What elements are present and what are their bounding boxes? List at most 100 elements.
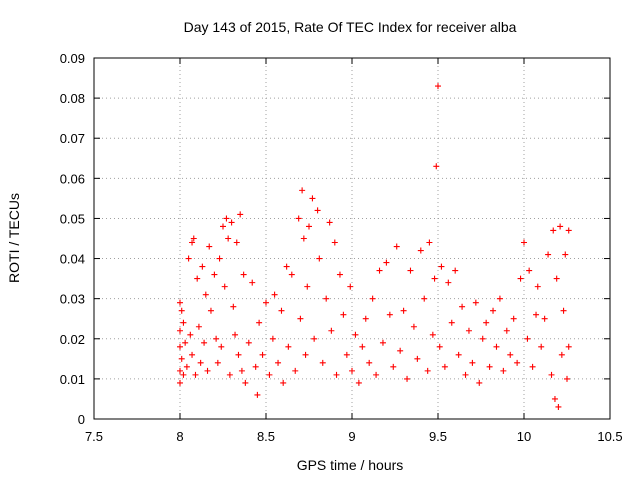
data-point: [493, 343, 500, 350]
data-point: [202, 291, 209, 298]
data-point: [300, 235, 307, 242]
data-point: [182, 339, 189, 346]
data-point: [259, 351, 266, 358]
data-point: [328, 327, 335, 334]
data-point: [187, 331, 194, 338]
data-point: [306, 223, 312, 230]
data-point: [192, 371, 199, 378]
axis-ticks: 7.5 8 8.5 9 9.5 10 10.5 0 0.01 0.02 0.03 0.04 0.05 0.…: [60, 51, 623, 444]
data-point: [359, 343, 366, 350]
data-point: [533, 311, 540, 318]
data-point: [221, 283, 228, 290]
data-point: [490, 307, 497, 314]
data-point: [201, 339, 208, 346]
data-point: [177, 299, 183, 306]
data-point: [510, 315, 517, 322]
data-point: [336, 271, 343, 278]
data-point: [431, 275, 438, 282]
data-point: [417, 247, 424, 254]
y-tick-label: 0.02: [60, 332, 85, 347]
data-point: [514, 359, 521, 366]
data-point: [309, 195, 316, 202]
data-point: [177, 367, 183, 374]
x-tick-label: 8.5: [257, 429, 275, 444]
data-point: [220, 223, 226, 230]
data-point: [565, 227, 572, 234]
data-point: [529, 363, 536, 370]
y-tick-label: 0.01: [60, 372, 85, 387]
data-point: [379, 339, 386, 346]
data-point: [283, 263, 290, 270]
data-point: [237, 211, 244, 218]
data-point: [297, 315, 304, 322]
data-points: [177, 83, 572, 410]
data-point: [316, 255, 323, 262]
data-point: [445, 279, 452, 286]
data-point: [503, 327, 510, 334]
data-point: [331, 239, 338, 246]
data-point: [280, 379, 287, 386]
data-point: [459, 303, 466, 310]
data-point: [180, 319, 187, 326]
data-point: [225, 235, 232, 242]
y-tick-label: 0.07: [60, 131, 85, 146]
data-point: [472, 299, 479, 306]
x-tick-label: 9.5: [429, 429, 447, 444]
data-point: [213, 335, 220, 342]
data-point: [383, 259, 390, 266]
data-point: [292, 367, 299, 374]
data-point: [373, 371, 380, 378]
data-point: [326, 219, 333, 226]
y-tick-label: 0.05: [60, 211, 85, 226]
y-tick-label: 0.08: [60, 91, 85, 106]
data-point: [436, 343, 443, 350]
data-point: [452, 267, 459, 274]
data-point: [476, 379, 483, 386]
data-point: [414, 355, 421, 362]
data-point: [347, 283, 354, 290]
data-point: [252, 363, 259, 370]
data-point: [386, 311, 393, 318]
data-point: [483, 319, 490, 326]
data-point: [426, 239, 433, 246]
data-point: [465, 327, 472, 334]
data-point: [349, 367, 355, 374]
data-point: [275, 359, 282, 366]
data-point: [199, 263, 206, 270]
data-point: [204, 367, 211, 374]
chart-title: Day 143 of 2015, Rate Of TEC Index for r…: [184, 19, 517, 35]
data-point: [393, 243, 400, 250]
data-point: [226, 371, 233, 378]
data-point: [178, 355, 185, 362]
data-point: [435, 83, 441, 90]
x-tick-label: 10.5: [597, 429, 622, 444]
data-point: [206, 243, 213, 250]
data-point: [177, 327, 183, 334]
data-point: [424, 367, 431, 374]
data-point: [180, 371, 187, 378]
x-tick-label: 10: [517, 429, 531, 444]
data-point: [545, 251, 552, 258]
data-point: [366, 359, 373, 366]
data-point: [397, 347, 404, 354]
data-point: [230, 303, 237, 310]
data-point: [369, 295, 376, 302]
data-point: [177, 343, 183, 350]
data-point: [285, 343, 292, 350]
data-point: [340, 311, 347, 318]
data-point: [548, 371, 555, 378]
data-point: [496, 295, 503, 302]
data-point: [343, 351, 350, 358]
data-point: [441, 363, 448, 370]
data-point: [507, 351, 514, 358]
data-point: [245, 339, 252, 346]
data-point: [448, 319, 455, 326]
x-axis-label: GPS time / hours: [297, 457, 404, 473]
data-point: [526, 267, 533, 274]
data-point: [404, 375, 411, 382]
data-point: [479, 335, 486, 342]
data-point: [302, 351, 309, 358]
data-point: [555, 403, 562, 410]
data-point: [269, 335, 276, 342]
data-point: [534, 283, 541, 290]
